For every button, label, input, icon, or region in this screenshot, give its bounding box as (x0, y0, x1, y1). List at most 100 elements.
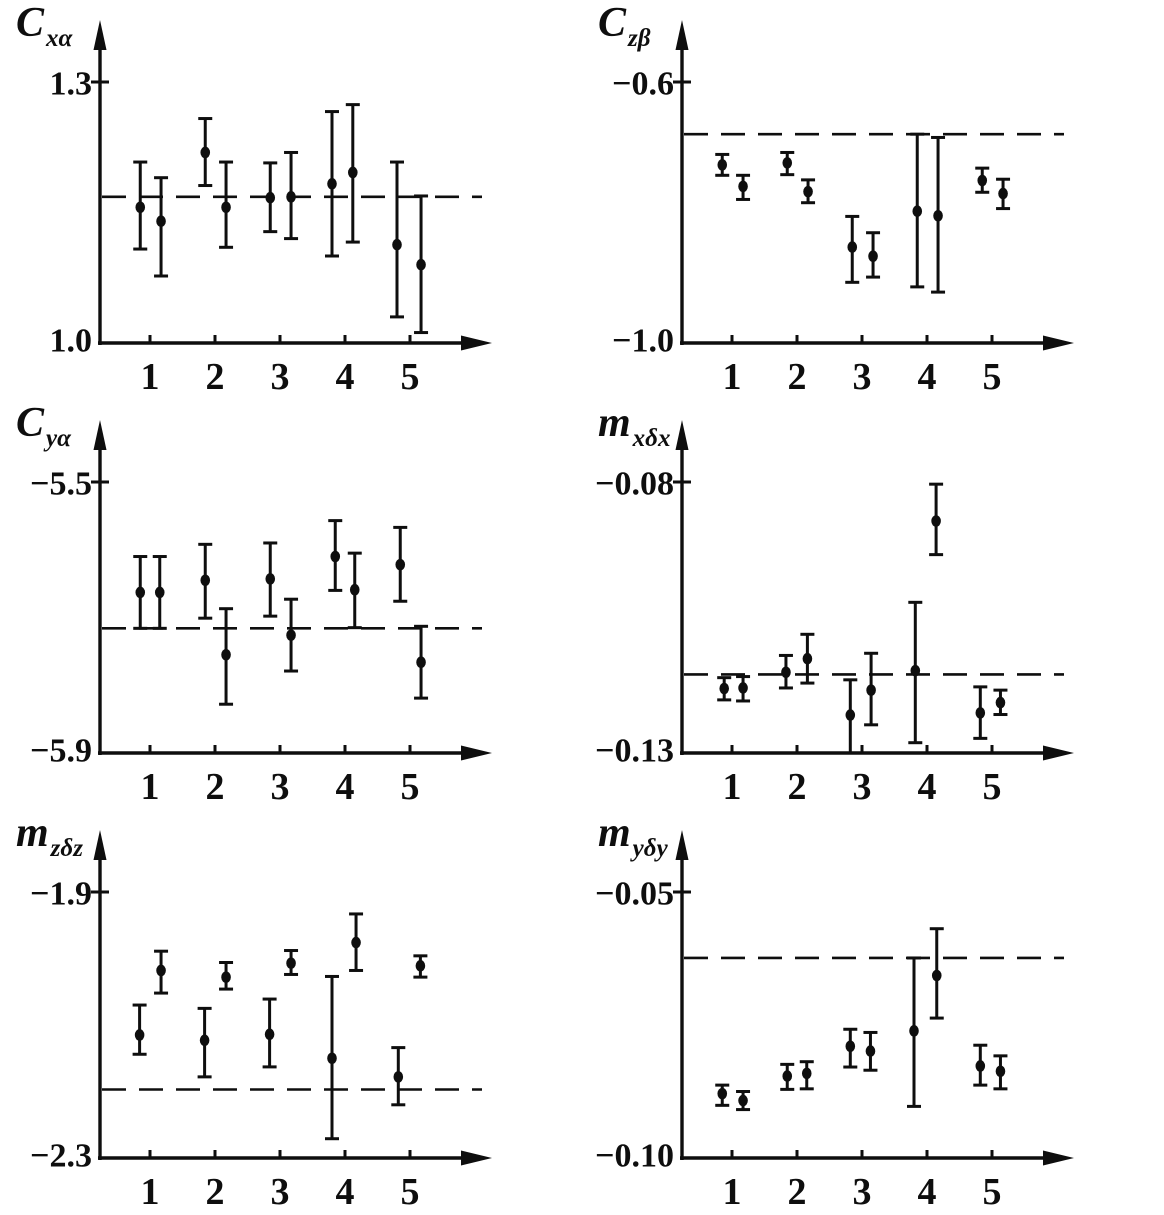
data-point-marker (717, 159, 728, 171)
data-point-marker (803, 185, 813, 198)
data-point-group (325, 110, 339, 258)
mxdx-plot: −0.08 −0.13 1 2 3 4 5 mxδx (595, 400, 1074, 808)
data-point-marker (154, 586, 165, 599)
data-point-group (931, 135, 946, 294)
y-axis-arrowhead (93, 420, 107, 450)
y-axis-arrowhead (93, 20, 107, 50)
data-point-marker (995, 696, 1006, 709)
chart-mxdx: −0.08 −0.13 1 2 3 4 5 mxδx (582, 400, 1164, 810)
data-point-marker (349, 583, 360, 596)
data-point-marker (802, 652, 813, 665)
data-point-marker (717, 1087, 728, 1100)
y-axis-arrowhead (675, 20, 689, 50)
data-point-marker (348, 166, 358, 179)
data-point-marker (738, 682, 748, 694)
x-tick-label: 1 (723, 1171, 742, 1213)
mydy-plot: −0.05 −0.10 1 2 3 4 5 myδy (595, 810, 1074, 1213)
x-tick-label: 1 (723, 766, 742, 808)
x-tick-label: 5 (983, 766, 1002, 808)
data-point-marker (200, 146, 211, 159)
data-point-group (133, 555, 148, 630)
y-tick-label-bottom: −5.9 (30, 733, 92, 770)
x-tick-label: 2 (788, 1171, 807, 1213)
data-point-group (284, 597, 299, 673)
x-tick-label: 1 (141, 1171, 160, 1213)
data-point-marker (738, 1094, 748, 1107)
data-point-group (929, 927, 944, 1020)
mzdz-plot: −1.9 −2.3 1 2 3 4 5 mzδz (16, 810, 492, 1213)
Cxa-plot: 1.3 1.0 1 2 3 4 5 Cxα (16, 0, 492, 398)
data-point-marker (738, 180, 748, 193)
x-axis-arrowhead (461, 745, 492, 761)
data-point-marker (156, 215, 166, 227)
data-point-marker (931, 515, 941, 527)
data-point-group (929, 482, 944, 557)
data-point-group (736, 173, 751, 201)
x-tick-label: 3 (853, 1171, 872, 1213)
data-point-group (198, 542, 213, 620)
x-tick-label: 3 (853, 356, 872, 398)
x-tick-label: 4 (336, 356, 355, 398)
x-axis-arrowhead (1043, 335, 1074, 351)
data-point-marker (286, 191, 296, 203)
y-tick-label-top: −0.05 (595, 876, 674, 913)
data-point-marker (868, 250, 878, 263)
data-point-group (907, 956, 921, 1108)
data-point-marker (416, 258, 426, 271)
data-point-marker (327, 177, 337, 190)
chart-mzdz: −1.9 −2.3 1 2 3 4 5 mzδz (0, 810, 582, 1215)
data-point-marker (265, 573, 276, 585)
data-point-marker (782, 1070, 793, 1082)
y-tick-label-bottom: −0.10 (595, 1138, 674, 1175)
data-point-marker (200, 574, 211, 587)
data-point-group (910, 132, 925, 289)
y-axis-arrowhead (93, 830, 107, 860)
data-point-marker (393, 1071, 404, 1083)
data-point-group (197, 1006, 212, 1079)
data-point-marker (782, 157, 793, 169)
data-point-group (393, 525, 408, 603)
x-tick-label: 5 (983, 356, 1002, 398)
data-point-group (864, 651, 879, 727)
chart-ylabel: mxδx (598, 400, 670, 452)
data-point-marker (866, 684, 876, 696)
chart-cya: −5.5 −5.9 1 2 3 4 5 Cyα (0, 400, 582, 810)
y-tick-label-top: −1.9 (30, 876, 92, 913)
data-point-group (866, 231, 881, 279)
data-point-group (390, 160, 404, 319)
x-tick-label: 5 (401, 356, 420, 398)
data-point-marker (199, 1034, 210, 1047)
data-point-marker (865, 1045, 876, 1057)
data-point-group (736, 675, 751, 703)
data-point-group (715, 1083, 730, 1107)
data-point-marker (975, 1060, 986, 1072)
data-point-group (843, 678, 858, 755)
data-point-group (780, 150, 795, 177)
data-point-marker (910, 664, 921, 677)
chart-ylabel: Cyα (16, 400, 72, 452)
data-point-group (133, 160, 148, 251)
y-tick-label-top: −0.6 (612, 66, 674, 103)
data-point-marker (801, 1067, 812, 1080)
y-tick-label-bottom: −0.13 (595, 733, 674, 770)
data-point-marker (909, 1025, 919, 1037)
data-point-marker (135, 586, 146, 599)
data-point-group (801, 178, 816, 205)
x-tick-label: 2 (206, 1171, 225, 1213)
x-tick-label: 1 (141, 766, 160, 808)
data-point-group (345, 103, 360, 244)
data-point-marker (134, 1029, 145, 1041)
data-point-group (328, 519, 343, 592)
data-point-group (778, 653, 793, 690)
data-point-group (715, 152, 730, 177)
data-point-group (325, 974, 339, 1141)
x-tick-label: 5 (401, 1171, 420, 1213)
data-point-group (413, 954, 428, 979)
data-point-marker (265, 191, 276, 204)
data-point-marker (912, 205, 923, 217)
data-point-group (973, 685, 988, 740)
data-point-marker (933, 209, 943, 222)
x-tick-label: 3 (853, 766, 872, 808)
data-point-group (800, 632, 815, 685)
y-tick-label-bottom: −2.3 (30, 1138, 92, 1175)
